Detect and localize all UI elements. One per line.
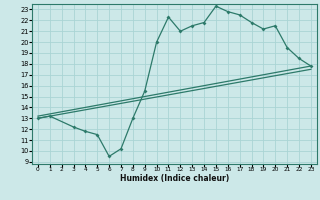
X-axis label: Humidex (Indice chaleur): Humidex (Indice chaleur) — [120, 174, 229, 183]
